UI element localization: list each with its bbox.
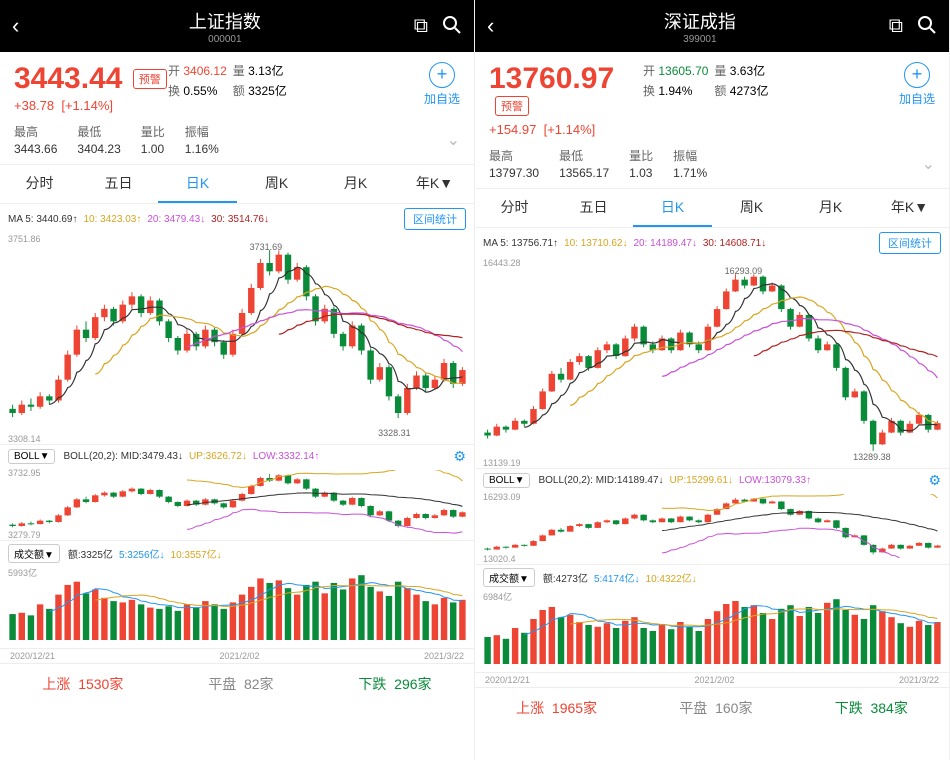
add-favorite-button[interactable]: + 加自选 xyxy=(899,62,935,107)
open-value: 13605.70 xyxy=(658,64,708,78)
tab-4[interactable]: 月K xyxy=(791,189,870,227)
gear-icon[interactable]: ⚙ xyxy=(453,448,466,465)
tab-1[interactable]: 五日 xyxy=(554,189,633,227)
period-tabs: 分时五日日K周K月K年K▼ xyxy=(0,164,474,204)
period-tabs: 分时五日日K周K月K年K▼ xyxy=(475,188,949,228)
volume-chart[interactable]: 6984亿 xyxy=(475,590,949,672)
alert-badge[interactable]: 预警 xyxy=(495,96,529,116)
stock-code: 000001 xyxy=(36,34,414,45)
boll-legend: BOLL(20,2): MID:14189.47↓UP:15299.61↓LOW… xyxy=(538,475,920,486)
svg-text:3731.69: 3731.69 xyxy=(250,242,283,252)
header: ‹ 上证指数 000001 ⧉ xyxy=(0,0,474,52)
gear-icon[interactable]: ⚙ xyxy=(928,472,941,489)
alert-badge[interactable]: 预警 xyxy=(133,69,167,89)
stats-row2: 最高13797.30 最低13565.17 量比1.03 振幅1.71% ⌄ xyxy=(475,143,949,188)
boll-dropdown[interactable]: BOLL▼ xyxy=(483,473,530,488)
price-change: +38.78 [+1.14%] xyxy=(14,98,168,113)
stat-green: 下跌 384家 xyxy=(835,698,908,718)
stock-panel: ‹ 深证成指 399001 ⧉ 13760.97 预警 +154.97 [+1.… xyxy=(475,0,950,760)
ratio-value: 1.00 xyxy=(141,142,165,156)
tab-1[interactable]: 五日 xyxy=(79,165,158,203)
date-axis: 2020/12/212021/2/022021/3/22 xyxy=(475,672,949,687)
range-stats-button[interactable]: 区间统计 xyxy=(404,208,466,230)
tab-3[interactable]: 周K xyxy=(237,165,316,203)
ma-legend: MA 5: 3440.69↑10: 3423.03↑20: 3479.43↓30… xyxy=(8,214,396,225)
stat-green: 下跌 296家 xyxy=(358,674,431,694)
tab-3[interactable]: 周K xyxy=(712,189,791,227)
ma-legend: MA 5: 13756.71↑10: 13710.62↓20: 14189.47… xyxy=(483,238,871,249)
svg-text:16293.09: 16293.09 xyxy=(725,266,763,276)
ratio-value: 1.03 xyxy=(629,166,653,180)
tab-2[interactable]: 日K xyxy=(633,189,712,227)
boll-chart[interactable]: 3732.95 3279.79 xyxy=(0,468,474,540)
amount-value: 4273亿 xyxy=(730,84,769,98)
open-value: 3406.12 xyxy=(183,64,226,78)
candlestick-chart[interactable]: 3751.86 3308.14 3731.693328.31 xyxy=(0,234,474,444)
current-price: 13760.97 xyxy=(489,62,614,95)
boll-chart[interactable]: 16293.09 13020.4 xyxy=(475,492,949,564)
low-value: 3404.23 xyxy=(77,142,120,156)
bottom-stats: 上涨 1965家 平盘 160家 下跌 384家 xyxy=(475,687,949,728)
add-favorite-button[interactable]: + 加自选 xyxy=(424,62,460,107)
header: ‹ 深证成指 399001 ⧉ xyxy=(475,0,949,52)
volume-dropdown[interactable]: 成交额▼ xyxy=(8,544,60,563)
svg-text:13289.38: 13289.38 xyxy=(853,452,891,462)
layout-icon[interactable]: ⧉ xyxy=(414,15,428,38)
stock-title: 上证指数 xyxy=(36,8,414,34)
bottom-stats: 上涨 1530家 平盘 82家 下跌 296家 xyxy=(0,663,474,704)
back-icon[interactable]: ‹ xyxy=(487,13,511,39)
stat-red: 上涨 1530家 xyxy=(42,674,123,694)
amount-value: 3325亿 xyxy=(248,84,287,98)
search-icon[interactable] xyxy=(917,15,937,38)
swap-value: 0.55% xyxy=(183,84,217,98)
swap-value: 1.94% xyxy=(658,84,692,98)
tab-0[interactable]: 分时 xyxy=(0,165,79,203)
info-row: 13760.97 预警 +154.97 [+1.14%] 开 13605.70 … xyxy=(475,52,949,143)
tab-5[interactable]: 年K▼ xyxy=(870,189,949,227)
svg-text:3328.31: 3328.31 xyxy=(378,428,411,438)
volume-legend: 额:3325亿5:3256亿↓10:3557亿↓ xyxy=(68,546,466,561)
amplitude-value: 1.16% xyxy=(185,142,219,156)
high-value: 3443.66 xyxy=(14,142,57,156)
layout-icon[interactable]: ⧉ xyxy=(889,15,903,38)
candlestick-chart[interactable]: 16443.28 13139.19 16293.0913289.38 xyxy=(475,258,949,468)
amplitude-value: 1.71% xyxy=(673,166,707,180)
volume-value: 3.13亿 xyxy=(248,64,283,78)
date-axis: 2020/12/212021/2/022021/3/22 xyxy=(0,648,474,663)
stat-grey: 平盘 160家 xyxy=(679,698,752,718)
stats-row2: 最高3443.66 最低3404.23 量比1.00 振幅1.16% ⌄ xyxy=(0,119,474,164)
stat-grey: 平盘 82家 xyxy=(208,674,273,694)
price-change: +154.97 [+1.14%] xyxy=(489,122,643,137)
tab-5[interactable]: 年K▼ xyxy=(395,165,474,203)
high-value: 13797.30 xyxy=(489,166,539,180)
stock-code: 399001 xyxy=(511,34,889,45)
volume-value: 3.63亿 xyxy=(730,64,765,78)
current-price: 3443.44 xyxy=(14,62,122,95)
volume-dropdown[interactable]: 成交额▼ xyxy=(483,568,535,587)
tab-4[interactable]: 月K xyxy=(316,165,395,203)
back-icon[interactable]: ‹ xyxy=(12,13,36,39)
boll-legend: BOLL(20,2): MID:3479.43↓UP:3626.72↓LOW:3… xyxy=(63,451,445,462)
info-row: 3443.44 预警 +38.78 [+1.14%] 开 3406.12 换 0… xyxy=(0,52,474,119)
chevron-down-icon[interactable]: ⌄ xyxy=(447,130,460,150)
stock-title: 深证成指 xyxy=(511,8,889,34)
range-stats-button[interactable]: 区间统计 xyxy=(879,232,941,254)
low-value: 13565.17 xyxy=(559,166,609,180)
tab-2[interactable]: 日K xyxy=(158,165,237,203)
search-icon[interactable] xyxy=(442,15,462,38)
boll-dropdown[interactable]: BOLL▼ xyxy=(8,449,55,464)
chevron-down-icon[interactable]: ⌄ xyxy=(922,154,935,174)
volume-legend: 额:4273亿5:4174亿↓10:4322亿↓ xyxy=(543,570,941,585)
stat-red: 上涨 1965家 xyxy=(516,698,597,718)
tab-0[interactable]: 分时 xyxy=(475,189,554,227)
stock-panel: ‹ 上证指数 000001 ⧉ 3443.44 预警 +38.78 [+1.14… xyxy=(0,0,475,760)
volume-chart[interactable]: 5993亿 xyxy=(0,566,474,648)
